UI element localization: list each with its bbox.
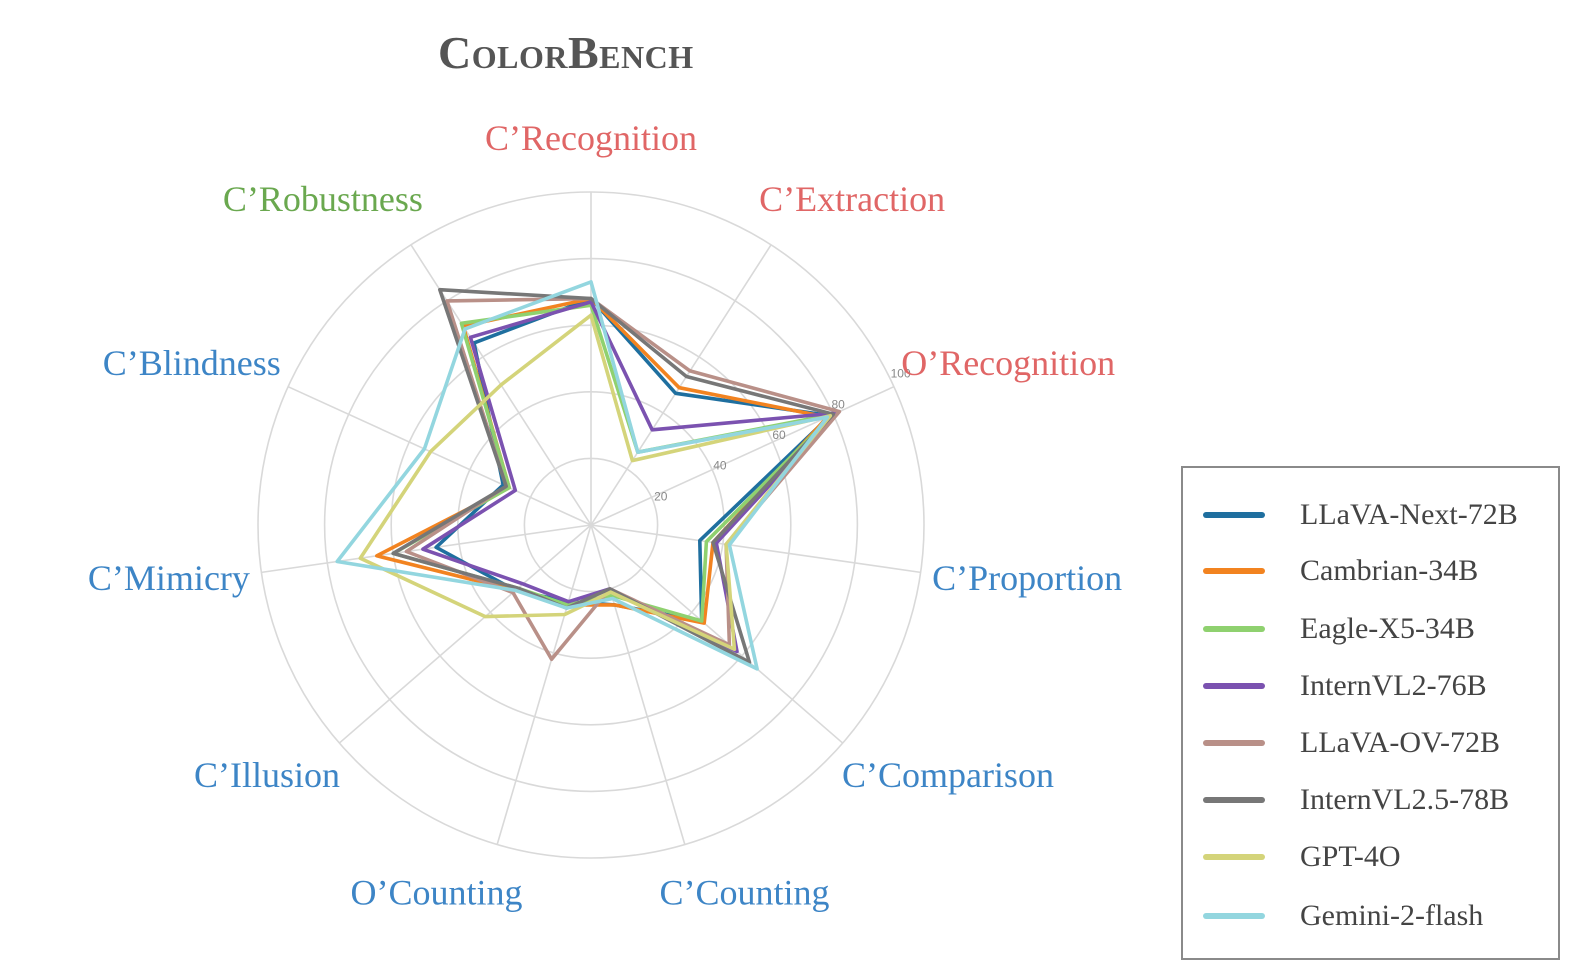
radial-tick-label: 80: [831, 397, 845, 411]
legend-swatch: [1203, 797, 1265, 803]
series-line: [374, 296, 830, 625]
legend-item: InternVL2-76B: [1183, 666, 1558, 706]
legend-swatch: [1203, 512, 1265, 518]
axis-label: C’Blindness: [103, 343, 281, 383]
legend-swatch: [1203, 568, 1265, 574]
radial-tick-label: 100: [891, 367, 911, 381]
axis-label: O’Recognition: [901, 343, 1115, 383]
radial-tick-labels: 20 40 60 80 100: [654, 367, 911, 504]
grid-spoke: [590, 385, 895, 526]
radar-grid: [257, 191, 925, 859]
series-lines: [335, 280, 842, 671]
radial-tick-label: 20: [654, 489, 668, 503]
legend-item: LLaVA-OV-72B: [1183, 723, 1558, 763]
axis-label: C’Counting: [659, 872, 829, 912]
grid-spoke: [590, 524, 844, 744]
legend-swatch: [1203, 913, 1265, 919]
axis-label: C’Illusion: [194, 755, 340, 795]
axis-label: C’Recognition: [485, 118, 697, 158]
series-line: [421, 300, 839, 654]
grid-spoke: [590, 524, 686, 845]
radial-tick-label: 40: [713, 459, 727, 473]
legend-swatch: [1203, 626, 1265, 632]
grid-spoke: [590, 524, 921, 574]
legend-label: LLaVA-OV-72B: [1300, 726, 1500, 759]
legend-item: InternVL2.5-78B: [1183, 780, 1558, 820]
legend-item: LLaVA-Next-72B: [1183, 495, 1558, 535]
grid-spoke: [287, 385, 592, 526]
radial-tick-label: 60: [772, 428, 786, 442]
legend-label: InternVL2.5-78B: [1300, 783, 1510, 816]
legend: LLaVA-Next-72B Cambrian-34B Eagle-X5-34B…: [1181, 466, 1560, 960]
axis-labels: C’Recognition C’Extraction O’Recognition C’…: [88, 118, 1122, 912]
series-line: [335, 280, 830, 671]
legend-label: Cambrian-34B: [1300, 554, 1479, 587]
legend-swatch: [1203, 854, 1265, 860]
legend-swatch: [1203, 740, 1265, 746]
legend-label: LLaVA-Next-72B: [1300, 498, 1518, 531]
legend-label: Eagle-X5-34B: [1300, 612, 1475, 645]
legend-label: InternVL2-76B: [1300, 669, 1487, 702]
legend-swatch: [1203, 683, 1265, 689]
axis-label: C’Extraction: [759, 179, 945, 219]
legend-item: GPT-4O: [1183, 837, 1558, 877]
legend-label: GPT-4O: [1300, 840, 1401, 873]
series-line: [391, 287, 836, 665]
axis-label: O’Counting: [351, 872, 523, 912]
legend-label: Gemini-2-flash: [1300, 899, 1484, 932]
legend-item: Cambrian-34B: [1183, 551, 1558, 591]
grid-spoke: [496, 524, 592, 845]
axis-label: C’Proportion: [932, 558, 1122, 598]
axis-label: C’Comparison: [842, 755, 1054, 795]
axis-label: C’Robustness: [223, 179, 423, 219]
grid-spoke: [338, 524, 592, 744]
axis-label: C’Mimicry: [88, 558, 250, 598]
chart-title: ColorBench: [438, 27, 694, 78]
legend-item: Gemini-2-flash: [1183, 896, 1558, 936]
grid-spoke: [590, 244, 772, 526]
legend-item: Eagle-X5-34B: [1183, 609, 1558, 649]
